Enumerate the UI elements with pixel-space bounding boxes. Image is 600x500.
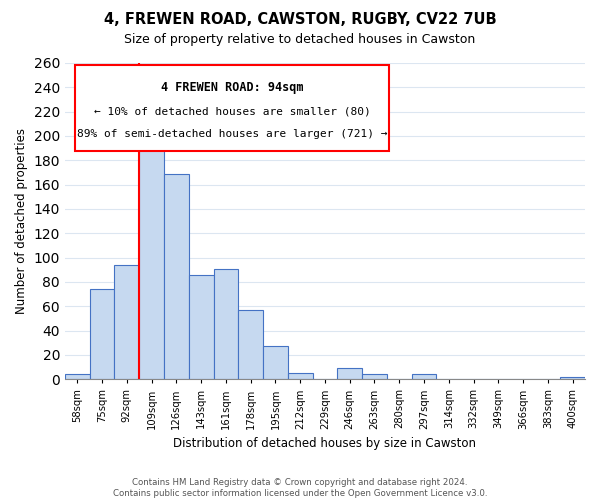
Bar [115, 265, 139, 380]
Bar [412, 374, 436, 380]
Bar [560, 377, 585, 380]
Bar [362, 374, 387, 380]
Y-axis label: Number of detached properties: Number of detached properties [15, 128, 28, 314]
Bar [89, 290, 115, 380]
Bar [139, 131, 164, 380]
Bar [238, 310, 263, 380]
Text: Contains HM Land Registry data © Crown copyright and database right 2024.
Contai: Contains HM Land Registry data © Crown c… [113, 478, 487, 498]
Bar [214, 268, 238, 380]
Text: Size of property relative to detached houses in Cawston: Size of property relative to detached ho… [124, 32, 476, 46]
Bar [189, 274, 214, 380]
X-axis label: Distribution of detached houses by size in Cawston: Distribution of detached houses by size … [173, 437, 476, 450]
FancyBboxPatch shape [75, 66, 389, 150]
Text: ← 10% of detached houses are smaller (80): ← 10% of detached houses are smaller (80… [94, 106, 370, 117]
Bar [263, 346, 288, 380]
Text: 4, FREWEN ROAD, CAWSTON, RUGBY, CV22 7UB: 4, FREWEN ROAD, CAWSTON, RUGBY, CV22 7UB [104, 12, 496, 28]
Bar [288, 373, 313, 380]
Bar [65, 374, 89, 380]
Text: 4 FREWEN ROAD: 94sqm: 4 FREWEN ROAD: 94sqm [161, 81, 304, 94]
Bar [164, 174, 189, 380]
Text: 89% of semi-detached houses are larger (721) →: 89% of semi-detached houses are larger (… [77, 128, 388, 138]
Bar [337, 368, 362, 380]
